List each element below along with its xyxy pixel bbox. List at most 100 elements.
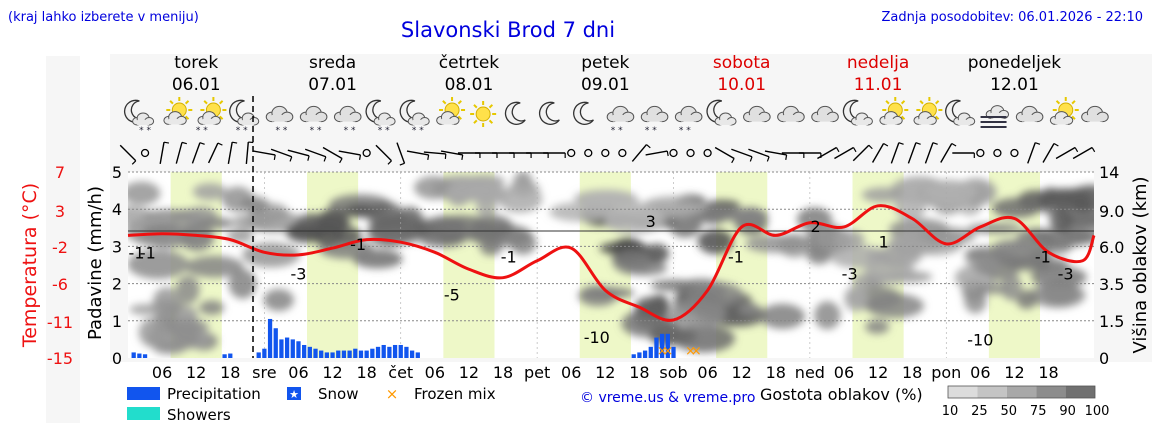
cloud-height-tick: 3.5 bbox=[1099, 275, 1124, 294]
cloud-blob bbox=[1000, 272, 1022, 301]
precip-bar bbox=[330, 352, 335, 358]
wind-barb bbox=[396, 142, 406, 164]
grid-lines bbox=[128, 171, 1094, 358]
wind-barb bbox=[631, 144, 648, 162]
wind-barb-flag bbox=[387, 160, 392, 165]
weather-icon-sun bbox=[470, 101, 497, 127]
cloud-icon bbox=[436, 111, 460, 125]
precipitation-bars bbox=[131, 318, 676, 358]
wind-barb bbox=[423, 151, 446, 155]
wind-barb-flag bbox=[898, 142, 904, 145]
wind-barb-flag bbox=[766, 156, 770, 162]
day-name: sobota bbox=[713, 53, 771, 73]
moon-icon bbox=[573, 101, 594, 125]
cloud-blob bbox=[176, 305, 198, 323]
wind-barb-flag bbox=[163, 141, 170, 144]
wind-barb-flag bbox=[1053, 142, 1059, 147]
frozen-marker: × bbox=[691, 344, 702, 359]
cloud-blob bbox=[1006, 256, 1070, 272]
wind-calm bbox=[976, 148, 985, 158]
cloud-blob bbox=[142, 224, 182, 235]
weather-icon-cloud bbox=[640, 105, 669, 123]
cloud-icon bbox=[1015, 105, 1044, 123]
wind-barb bbox=[191, 142, 201, 164]
wind-barb bbox=[338, 150, 361, 156]
cloud-icon bbox=[743, 105, 771, 123]
cloud-icon bbox=[850, 112, 873, 126]
temperature-label: -1 bbox=[728, 248, 744, 267]
weather-icon-cloud bbox=[674, 105, 703, 123]
cloud-icon bbox=[1081, 105, 1109, 123]
wind-barb bbox=[253, 150, 276, 156]
wind-barb-flag bbox=[932, 142, 938, 145]
temperature-label: -1 bbox=[350, 235, 366, 254]
wind-barb bbox=[817, 146, 837, 160]
precip-bar bbox=[228, 353, 233, 358]
cloud-height-tick: 1.5 bbox=[1099, 312, 1124, 331]
cloud-icon bbox=[299, 105, 328, 123]
cloud-blob bbox=[367, 201, 405, 231]
wind-barb-flag bbox=[427, 154, 430, 160]
hour-tick: 18 bbox=[220, 363, 240, 382]
weather-icon-moon-cloud bbox=[842, 99, 873, 126]
wind-barb-flag bbox=[915, 142, 921, 145]
precip-bar bbox=[341, 350, 347, 358]
cloud-icon bbox=[132, 112, 155, 126]
hour-tick: 06 bbox=[288, 363, 308, 382]
cloud-blob bbox=[1071, 200, 1094, 213]
wind-calm bbox=[1010, 148, 1019, 158]
temperature-tick: 7 bbox=[55, 163, 65, 182]
day-abbr-tick: čet bbox=[388, 363, 413, 382]
cloud-blob bbox=[920, 226, 976, 246]
day-abbr-tick: sre bbox=[252, 363, 276, 382]
density-tick: 10 bbox=[942, 404, 959, 419]
cloud-icon bbox=[714, 112, 737, 126]
wind-barb-flag bbox=[852, 147, 857, 153]
precip-bar bbox=[302, 344, 307, 358]
cloud-blob bbox=[549, 202, 609, 222]
cloud-blob bbox=[973, 255, 1001, 276]
wind-barb-flag bbox=[273, 154, 276, 160]
wind-row bbox=[119, 141, 1096, 166]
precip-bar bbox=[273, 328, 278, 358]
weather-icon-moon-cloud bbox=[123, 99, 155, 126]
temperature-label: -1 bbox=[129, 243, 145, 262]
day-date: 06.01 bbox=[172, 75, 221, 95]
precip-bar bbox=[648, 346, 653, 358]
temperature-label: -1 bbox=[140, 243, 156, 262]
legend-cloud-density-title: Gostota oblakov (%) bbox=[760, 385, 923, 404]
cloud-blob bbox=[624, 260, 668, 276]
precip-bar bbox=[307, 346, 312, 358]
cloud-blob bbox=[814, 301, 841, 330]
day-abbr-tick: ned bbox=[795, 363, 825, 382]
cloud-height-tick: 0 bbox=[1099, 349, 1109, 368]
hour-tick: 06 bbox=[561, 363, 581, 382]
precip-bar bbox=[404, 346, 409, 358]
precip-bar bbox=[415, 352, 420, 358]
cloud-icon bbox=[197, 111, 221, 125]
wind-barb bbox=[890, 142, 900, 164]
precip-bar bbox=[392, 344, 398, 358]
cloud-icon bbox=[777, 105, 805, 123]
wind-barb-flag bbox=[749, 156, 753, 162]
wind-barb bbox=[287, 149, 310, 157]
wind-barb-flag bbox=[666, 150, 669, 157]
legend-frozen-marker: × bbox=[386, 385, 399, 403]
hour-tick: 06 bbox=[152, 363, 172, 382]
precip-bar bbox=[358, 350, 364, 358]
credit-link[interactable]: © vreme.us & vreme.pro bbox=[580, 390, 755, 406]
precip-tick: 1 bbox=[112, 312, 122, 331]
day-name: nedelja bbox=[847, 53, 909, 73]
cloud-blob bbox=[433, 215, 492, 235]
weather-icon-sun-cloud bbox=[197, 97, 227, 125]
legend-precip-swatch bbox=[127, 387, 160, 400]
snow-flakes: * * bbox=[310, 126, 322, 136]
frozen-marker: × bbox=[662, 344, 673, 359]
snow-flakes: * * bbox=[196, 126, 208, 136]
wind-barb-flag bbox=[232, 141, 238, 144]
menu-hint[interactable]: (kraj lahko izberete v meniju) bbox=[8, 10, 199, 25]
left-axis-panel bbox=[46, 56, 80, 423]
cloud-blob bbox=[634, 296, 670, 317]
weather-icon-cloud bbox=[606, 105, 635, 123]
day-date: 09.01 bbox=[581, 75, 630, 95]
